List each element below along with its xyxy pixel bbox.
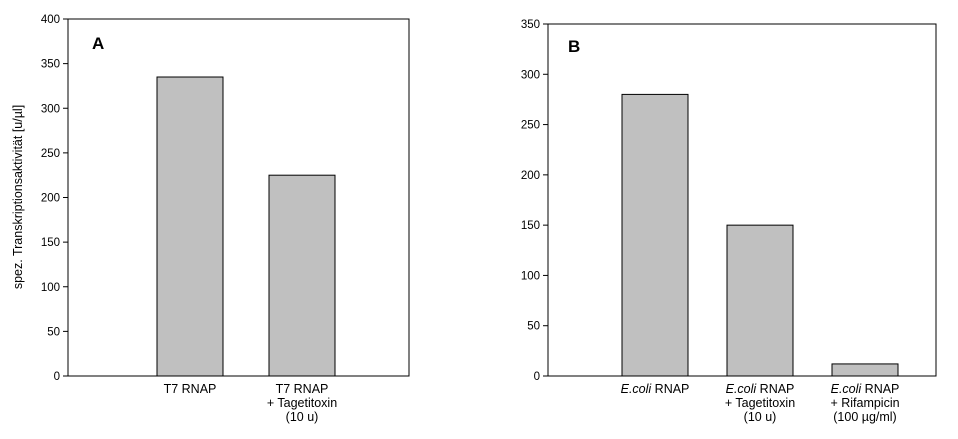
bar-b-1 bbox=[621, 93, 689, 377]
y-axis-label-a: spez. Transkriptionsaktivität [u/µl] bbox=[11, 105, 25, 289]
species-name: E.coli bbox=[726, 382, 758, 396]
x-category-label-b-2: E.coli RNAP + Tagetitoxin (10 u) bbox=[725, 382, 795, 424]
y-tick-label-a-0: 0 bbox=[54, 371, 60, 383]
x-category-label-b-1: E.coli RNAP bbox=[621, 382, 690, 396]
x-category-line: (10 u) bbox=[744, 410, 777, 424]
y-tick-label-a-400: 400 bbox=[41, 14, 60, 26]
x-category-line: (10 u) bbox=[286, 410, 319, 424]
x-category-line: (100 µg/ml) bbox=[833, 410, 896, 424]
y-tick-label-b-200: 200 bbox=[521, 170, 540, 182]
bar-a-1 bbox=[156, 76, 224, 377]
x-category-line: E.coli RNAP bbox=[726, 382, 795, 396]
x-category-line: E.coli RNAP bbox=[621, 382, 690, 396]
bar-b-3 bbox=[831, 363, 899, 377]
y-tick-label-b-300: 300 bbox=[521, 69, 540, 81]
y-tick-label-a-250: 250 bbox=[41, 148, 60, 160]
y-tick-label-a-350: 350 bbox=[41, 59, 60, 71]
x-category-label-a-1: T7 RNAP bbox=[164, 382, 217, 396]
plot-frame-b bbox=[547, 23, 937, 377]
x-category-line: T7 RNAP bbox=[276, 382, 329, 396]
panel-label-b: B bbox=[568, 37, 580, 56]
species-name: E.coli bbox=[621, 382, 653, 396]
bar-a-2 bbox=[268, 174, 336, 377]
x-category-line: E.coli RNAP bbox=[831, 382, 900, 396]
y-tick-label-b-150: 150 bbox=[521, 220, 540, 232]
y-tick-label-a-100: 100 bbox=[41, 282, 60, 294]
x-category-line: T7 RNAP bbox=[164, 382, 217, 396]
y-tick-label-a-300: 300 bbox=[41, 103, 60, 115]
x-category-label-b-3: E.coli RNAP + Rifampicin (100 µg/ml) bbox=[830, 382, 899, 424]
y-tick-label-b-100: 100 bbox=[521, 270, 540, 282]
x-category-line: + Rifampicin bbox=[830, 396, 899, 410]
panel-label-a: A bbox=[92, 34, 104, 53]
bar-b-2 bbox=[726, 224, 794, 377]
y-tick-label-a-200: 200 bbox=[41, 193, 60, 205]
y-tick-label-a-50: 50 bbox=[47, 326, 60, 338]
y-tick-label-b-250: 250 bbox=[521, 120, 540, 132]
y-tick-label-a-150: 150 bbox=[41, 237, 60, 249]
x-category-line: + Tagetitoxin bbox=[267, 396, 337, 410]
y-tick-label-b-350: 350 bbox=[521, 19, 540, 31]
species-name: E.coli bbox=[831, 382, 863, 396]
y-tick-label-b-50: 50 bbox=[527, 321, 540, 333]
x-category-line: + Tagetitoxin bbox=[725, 396, 795, 410]
y-tick-label-b-0: 0 bbox=[534, 371, 540, 383]
x-category-label-a-2: T7 RNAP + Tagetitoxin (10 u) bbox=[267, 382, 337, 424]
plot-frame-a bbox=[67, 18, 410, 377]
